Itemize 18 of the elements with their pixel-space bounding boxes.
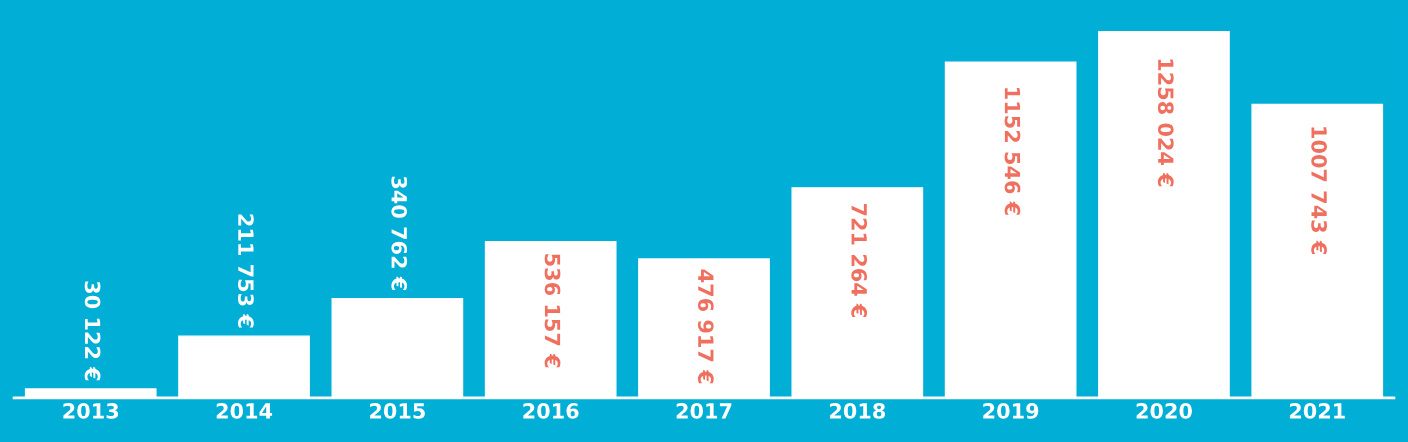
- data-label: 1007 743 €: [1311, 127, 1327, 255]
- x-tick-label: 2020: [1136, 403, 1192, 419]
- x-tick-label: 2021: [1289, 403, 1345, 419]
- data-label: 340 762 €: [391, 176, 408, 290]
- data-label: 1152 546 €: [1004, 88, 1021, 215]
- data-label: 721 264 €: [851, 203, 868, 318]
- x-tick-label: 2019: [983, 403, 1039, 419]
- x-tick-label: 2018: [829, 403, 886, 419]
- data-label: 476 917 €: [697, 269, 714, 384]
- x-tick-label: 2013: [63, 403, 119, 419]
- data-label: 536 157 €: [544, 254, 561, 368]
- x-tick-label: 2016: [523, 403, 579, 419]
- data-label: 211 753 €: [238, 214, 254, 328]
- x-tick-label: 2015: [370, 403, 425, 419]
- data-label: 30 122 €: [84, 281, 101, 381]
- x-tick-label: 2014: [216, 403, 273, 419]
- x-tick-label: 2017: [676, 403, 732, 419]
- data-label: 1258 024 €: [1157, 59, 1174, 187]
